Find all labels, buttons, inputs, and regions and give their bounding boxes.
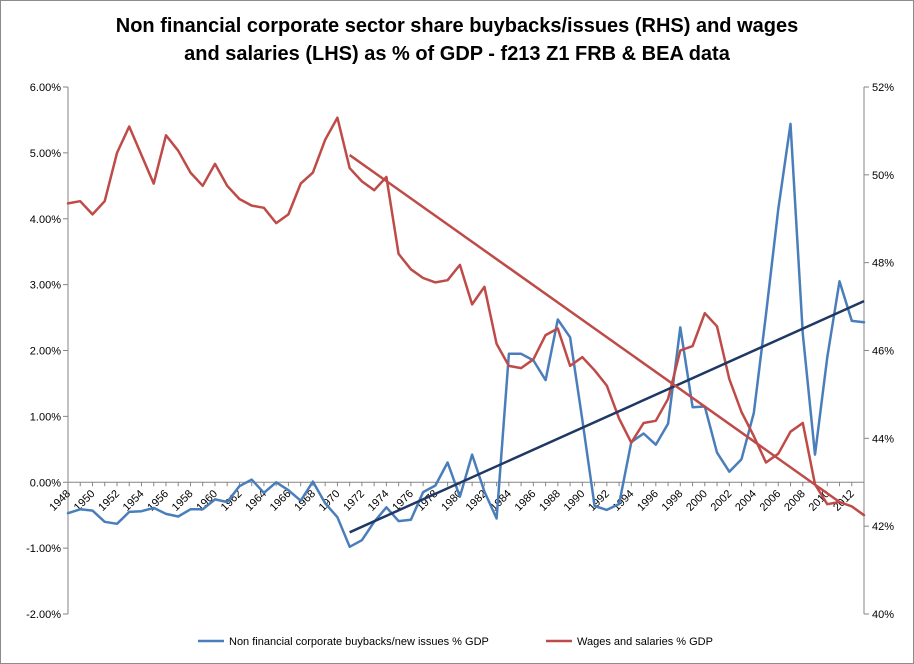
x-tick-label: 2006 xyxy=(758,488,784,514)
x-tick-label: 1998 xyxy=(660,488,686,514)
y-right-tick-label: 52% xyxy=(872,82,894,94)
y-left-tick-label: 4.00% xyxy=(30,214,61,226)
legend-label-wages: Wages and salaries % GDP xyxy=(577,636,713,648)
y-right-tick-label: 40% xyxy=(872,609,894,621)
x-tick-label: 2002 xyxy=(709,488,735,514)
chart-title-line-2: and salaries (LHS) as % of GDP - f213 Z1… xyxy=(184,43,730,65)
legend: Non financial corporate buybacks/new iss… xyxy=(198,636,713,648)
x-tick-label: 1976 xyxy=(390,488,416,514)
chart-title: Non financial corporate sector share buy… xyxy=(0,12,914,68)
y-right-tick-label: 50% xyxy=(872,170,894,182)
x-tick-label: 1972 xyxy=(341,488,367,514)
series-line-wages xyxy=(66,116,866,517)
trend-lines xyxy=(348,154,865,534)
y-left-tick-label: 2.00% xyxy=(30,346,61,358)
axes: -2.00% -1.00% 0.00% 1.00% 2.00% 3.00% 4.00% 5.0… xyxy=(26,82,894,621)
y-right-tick-label: 48% xyxy=(872,258,894,270)
x-tick-label: 2000 xyxy=(684,488,710,514)
y-left-tick-label: 6.00% xyxy=(30,82,61,94)
y-left-tick-label: -1.00% xyxy=(26,543,61,555)
legend-label-buybacks: Non financial corporate buybacks/new iss… xyxy=(229,636,489,648)
x-tick-label: 1988 xyxy=(537,488,563,514)
x-tick-label: 2004 xyxy=(733,488,759,514)
x-tick-label: 1994 xyxy=(611,488,637,514)
y-left-tick-label: -2.00% xyxy=(26,609,61,621)
y-left-tick-label: 0.00% xyxy=(30,477,61,489)
x-tick-label: 1952 xyxy=(96,488,122,514)
y-left-tick-label: 5.00% xyxy=(30,148,61,160)
series-lines xyxy=(66,116,866,549)
series-line-buybacks xyxy=(66,122,866,549)
buybacks-trendline xyxy=(349,299,865,534)
wages-trendline xyxy=(348,154,841,504)
y-right-tick-label: 44% xyxy=(872,433,894,445)
chart-title-line-1: Non financial corporate sector share buy… xyxy=(115,15,799,37)
x-tick-label: 2012 xyxy=(831,488,857,514)
y-right-tick-label: 42% xyxy=(872,521,894,533)
y-right-tick-label: 46% xyxy=(872,346,894,358)
x-tick-label: 1948 xyxy=(47,488,73,514)
x-tick-label: 2008 xyxy=(782,488,808,514)
y-left-tick-label: 1.00% xyxy=(30,411,61,423)
x-tick-label: 1990 xyxy=(562,488,588,514)
y-left-tick-label: 3.00% xyxy=(30,280,61,292)
x-tick-label: 1986 xyxy=(513,488,539,514)
x-tick-label: 1996 xyxy=(635,488,661,514)
